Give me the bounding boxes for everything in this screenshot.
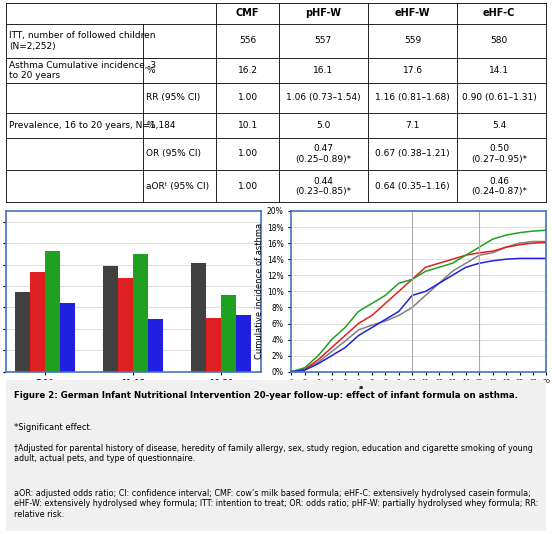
Text: 1.00: 1.00 — [237, 150, 258, 158]
Text: 557: 557 — [315, 36, 332, 45]
Y-axis label: Cumulative incidence of asthma: Cumulative incidence of asthma — [255, 223, 264, 359]
Text: 1.06 (0.73–1.54): 1.06 (0.73–1.54) — [286, 93, 360, 103]
Text: 1.00: 1.00 — [237, 93, 258, 103]
Bar — [15, 293, 30, 372]
Bar — [30, 272, 45, 372]
Text: 1.16 (0.81–1.68): 1.16 (0.81–1.68) — [375, 93, 450, 103]
Text: 0.64 (0.35–1.16): 0.64 (0.35–1.16) — [375, 182, 450, 191]
Text: OR (95% CI): OR (95% CI) — [146, 150, 201, 158]
Text: pHF-W: pHF-W — [305, 8, 341, 18]
Text: *Significant effect.: *Significant effect. — [14, 422, 92, 431]
Text: Asthma Cumulative incidence, 3
to 20 years: Asthma Cumulative incidence, 3 to 20 yea… — [9, 61, 156, 80]
Bar — [206, 318, 221, 372]
Text: CMF: CMF — [236, 8, 259, 18]
Text: 10.1: 10.1 — [237, 121, 258, 130]
Bar — [221, 295, 236, 372]
Text: 0.46
(0.24–0.87)*: 0.46 (0.24–0.87)* — [471, 177, 527, 196]
Text: 5.0: 5.0 — [316, 121, 331, 130]
Legend: CMF, pHF-w, eHF-w, eHF-C: CMF, pHF-w, eHF-w, eHF-C — [347, 421, 491, 436]
Text: 0.47
(0.25–0.89)*: 0.47 (0.25–0.89)* — [295, 144, 352, 163]
Text: †Adjusted for parental history of disease, heredity of family allergy, sex, stud: †Adjusted for parental history of diseas… — [14, 444, 533, 463]
Text: 17.6: 17.6 — [402, 66, 423, 75]
Text: a: a — [359, 385, 363, 390]
Text: RR (95% CI): RR (95% CI) — [146, 93, 200, 103]
Bar — [236, 315, 251, 372]
Text: aORᵗ (95% CI): aORᵗ (95% CI) — [146, 182, 209, 191]
Text: 1.00: 1.00 — [237, 182, 258, 191]
Text: 5.4: 5.4 — [492, 121, 506, 130]
Text: aOR: adjusted odds ratio; CI: confidence interval; CMF: cow’s milk based formula: aOR: adjusted odds ratio; CI: confidence… — [14, 489, 538, 519]
Text: 0.44
(0.23–0.85)*: 0.44 (0.23–0.85)* — [295, 177, 352, 196]
Text: 0.67 (0.38–1.21): 0.67 (0.38–1.21) — [375, 150, 450, 158]
Text: eHF-C: eHF-C — [483, 8, 516, 18]
Text: 580: 580 — [491, 36, 508, 45]
Bar — [148, 319, 163, 372]
Text: Figure 2: German Infant Nutritional Intervention 20-year follow-up: effect of in: Figure 2: German Infant Nutritional Inte… — [14, 391, 518, 400]
Text: 16.1: 16.1 — [314, 66, 333, 75]
Text: Prevalence, 16 to 20 years, N=1,184: Prevalence, 16 to 20 years, N=1,184 — [9, 121, 176, 130]
Text: ITT, number of followed children
(N=2,252): ITT, number of followed children (N=2,25… — [9, 31, 156, 51]
FancyBboxPatch shape — [6, 380, 546, 531]
Text: %: % — [146, 121, 155, 130]
Text: 556: 556 — [239, 36, 256, 45]
Text: %: % — [146, 66, 155, 75]
Bar — [118, 279, 133, 372]
Text: 7.1: 7.1 — [405, 121, 420, 130]
Text: 0.90 (0.61–1.31): 0.90 (0.61–1.31) — [462, 93, 537, 103]
Text: 14.1: 14.1 — [489, 66, 509, 75]
X-axis label: Years of age: Years of age — [99, 391, 167, 401]
Bar — [133, 254, 148, 372]
Text: 16.2: 16.2 — [237, 66, 258, 75]
Text: 0.50
(0.27–0.95)*: 0.50 (0.27–0.95)* — [471, 144, 527, 163]
Bar — [45, 250, 60, 372]
Legend: CMF, pHF-w, eHF-w, eHF-C: CMF, pHF-w, eHF-w, eHF-C — [64, 421, 203, 436]
Text: eHF-W: eHF-W — [395, 8, 431, 18]
Bar — [103, 265, 118, 372]
Text: 559: 559 — [404, 36, 421, 45]
Bar — [60, 303, 75, 372]
X-axis label: Age (years): Age (years) — [387, 387, 450, 397]
Bar — [191, 263, 206, 372]
